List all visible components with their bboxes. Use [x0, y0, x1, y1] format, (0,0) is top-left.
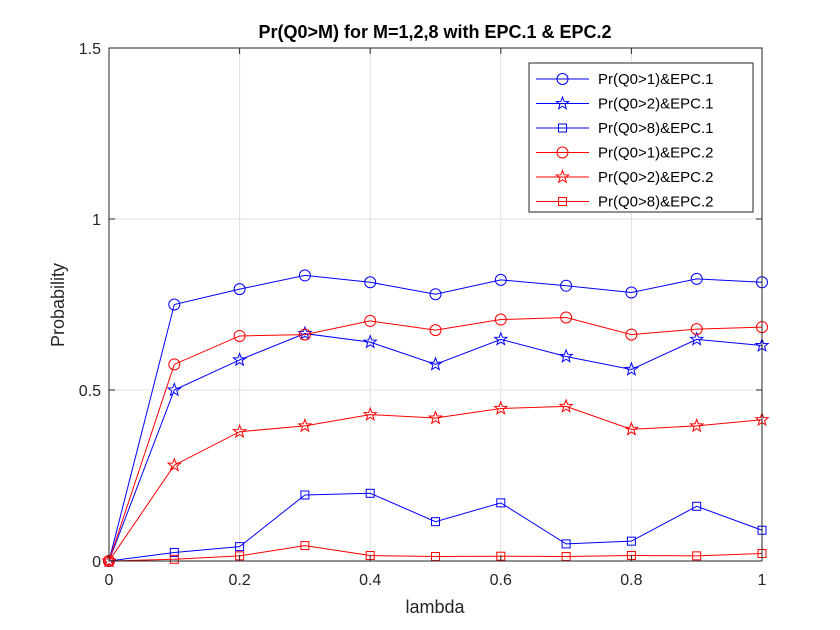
- series-4: [103, 311, 768, 567]
- data-point: [690, 323, 703, 336]
- data-point: [496, 498, 506, 508]
- legend-marker: [554, 169, 571, 184]
- legend-label: Pr(Q0>2)&EPC.1: [598, 96, 713, 113]
- data-point: [300, 490, 310, 500]
- x-tick-label: 0.8: [620, 572, 642, 589]
- data-point: [166, 382, 182, 397]
- data-point: [101, 553, 117, 568]
- data-point: [625, 286, 638, 299]
- legend-marker: [558, 197, 567, 206]
- legend-marker: [558, 123, 567, 133]
- series-1: [103, 269, 768, 567]
- data-point: [300, 541, 310, 551]
- data-point: [689, 331, 705, 346]
- legend-marker: [554, 95, 571, 110]
- data-point: [166, 457, 182, 472]
- y-tick-label: 1: [92, 212, 101, 229]
- data-point: [365, 488, 375, 498]
- x-tick-label: 0: [105, 572, 114, 589]
- legend-label: Pr(Q0>1)&EPC.1: [598, 71, 713, 88]
- data-point: [692, 551, 702, 561]
- legend-item: Pr(Q0>2)&EPC.2: [536, 169, 713, 186]
- data-point: [561, 539, 571, 549]
- data-point: [494, 313, 507, 326]
- data-point: [690, 272, 703, 285]
- y-tick-label: 0: [92, 554, 101, 571]
- x-axis-label: lambda: [405, 597, 465, 617]
- y-tick-label: 1.5: [79, 41, 101, 58]
- x-tick-label: 1: [758, 572, 767, 589]
- series-layer: [101, 269, 770, 568]
- data-point: [232, 423, 248, 439]
- data-point: [364, 314, 377, 327]
- data-point: [298, 269, 311, 282]
- data-point: [364, 276, 377, 289]
- series-line: [108, 545, 763, 562]
- data-point: [233, 329, 246, 342]
- legend-label: Pr(Q0>8)&EPC.2: [598, 194, 713, 211]
- data-point: [233, 283, 246, 296]
- plot-frame: [108, 47, 763, 562]
- series-line: [108, 492, 763, 562]
- data-point: [168, 298, 181, 311]
- series-line: [108, 316, 763, 562]
- data-point: [362, 406, 378, 422]
- data-point: [362, 334, 378, 349]
- data-point: [689, 417, 705, 433]
- x-tick-label: 0.2: [228, 572, 250, 589]
- legend-item: Pr(Q0>1)&EPC.1: [536, 71, 713, 88]
- data-point: [431, 517, 440, 527]
- data-point: [626, 536, 636, 546]
- data-point: [692, 501, 702, 511]
- axis-ticks: 0 0.2 0.4 0.6 0.8 1 0 0.5 1 1.5: [79, 41, 767, 589]
- series-line: [108, 405, 763, 562]
- data-point: [429, 324, 442, 337]
- series-line: [108, 333, 763, 562]
- x-tick-label: 0.4: [359, 572, 381, 589]
- y-tick-label: 0.5: [79, 383, 101, 400]
- data-point: [168, 358, 181, 371]
- data-point: [169, 547, 179, 557]
- data-point: [235, 542, 245, 552]
- data-point: [558, 398, 574, 413]
- legend-item: Pr(Q0>8)&EPC.1: [536, 120, 713, 137]
- data-point: [297, 417, 313, 433]
- legend-label: Pr(Q0>2)&EPC.2: [598, 169, 713, 186]
- data-point: [427, 356, 444, 371]
- data-point: [298, 328, 311, 341]
- data-point: [625, 328, 638, 341]
- data-point: [623, 361, 639, 376]
- data-point: [560, 311, 573, 324]
- legend-label: Pr(Q0>8)&EPC.1: [598, 120, 713, 137]
- legend-marker: [556, 73, 569, 85]
- data-point: [169, 554, 179, 564]
- legend-box: [528, 62, 754, 213]
- data-point: [429, 288, 442, 301]
- legend-item: Pr(Q0>2)&EPC.1: [536, 96, 713, 113]
- legend: Pr(Q0>1)&EPC.1 Pr(Q0>2)&EPC.1 Pr(Q0>8)&EPC…: [528, 62, 754, 213]
- data-point: [232, 351, 248, 367]
- chart-title: Pr(Q0>M) for M=1,2,8 with EPC.1 & EPC.2: [258, 22, 611, 42]
- y-axis-label: Probability: [48, 263, 68, 347]
- data-point: [493, 400, 509, 415]
- data-point: [493, 331, 509, 346]
- data-point: [427, 410, 444, 425]
- data-point: [558, 348, 574, 363]
- legend-item: Pr(Q0>1)&EPC.2: [536, 145, 713, 162]
- data-point: [623, 421, 639, 436]
- series-line: [108, 274, 763, 562]
- data-point: [560, 279, 573, 292]
- data-point: [494, 273, 507, 286]
- x-tick-label: 0.6: [490, 572, 512, 589]
- legend-label: Pr(Q0>1)&EPC.2: [598, 145, 713, 162]
- legend-marker: [556, 146, 569, 159]
- legend-item: Pr(Q0>8)&EPC.2: [536, 194, 713, 211]
